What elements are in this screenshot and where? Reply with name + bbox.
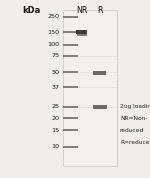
Bar [76,30,87,34]
Text: 100: 100 [47,42,59,47]
Bar [93,71,106,75]
Text: 25: 25 [51,104,59,109]
Text: 10: 10 [51,144,59,149]
Text: 2ug loading: 2ug loading [120,104,150,109]
Text: 75: 75 [51,53,59,58]
Text: NR=Non-: NR=Non- [120,116,147,121]
Text: R=reduced: R=reduced [120,140,150,145]
Bar [76,34,87,36]
Text: 20: 20 [51,116,59,121]
Text: 250: 250 [47,14,59,19]
Text: kDa: kDa [22,6,41,15]
Bar [93,105,106,109]
Text: 15: 15 [51,128,59,133]
Text: NR: NR [76,6,87,15]
Text: R: R [97,6,102,15]
Text: 50: 50 [51,70,59,75]
Bar [63,10,117,166]
Text: reduced: reduced [120,128,144,133]
Text: 37: 37 [51,85,59,90]
Text: 150: 150 [47,30,59,35]
